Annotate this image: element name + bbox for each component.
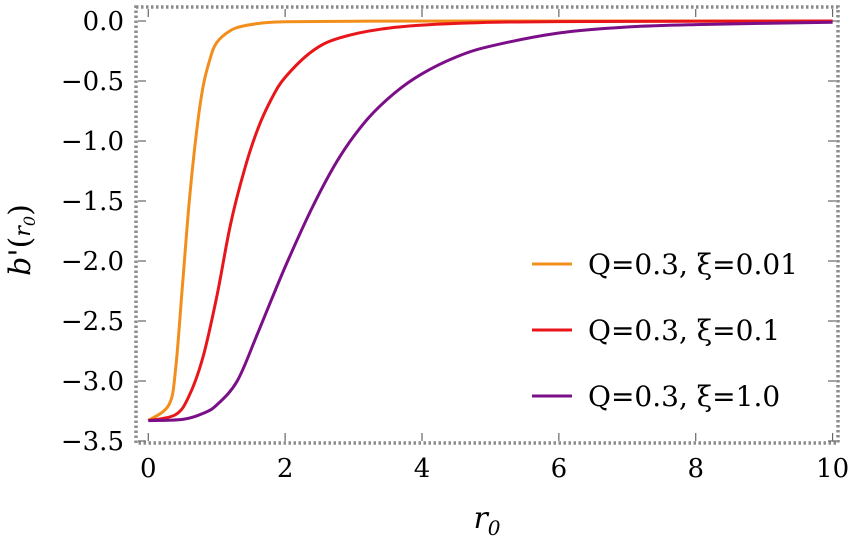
legend-label-1: Q=0.3, ξ=0.01 bbox=[588, 248, 798, 281]
x-tick-label: 0 bbox=[140, 454, 157, 484]
x-tick-label: 6 bbox=[551, 454, 568, 484]
plot-frame bbox=[134, 5, 840, 445]
y-tick-label: 0.0 bbox=[83, 7, 124, 37]
y-tick-label: −2.0 bbox=[61, 247, 124, 277]
legend-label-3: Q=0.3, ξ=1.0 bbox=[588, 380, 780, 413]
y-tick-label: −1.5 bbox=[61, 187, 124, 217]
series-line-2 bbox=[147, 19, 833, 423]
legend-label-2: Q=0.3, ξ=0.1 bbox=[588, 314, 780, 347]
y-tick-label: −1.0 bbox=[61, 127, 124, 157]
x-tick-label: 10 bbox=[816, 454, 849, 484]
y-tick-label: −2.5 bbox=[61, 307, 124, 337]
ticks-layer: 0 2 4 6 8 10 0.0 −0.5 −1.0 −1.5 −2.0 −2.5 −3.0 −3.5 bbox=[61, 7, 849, 484]
y-tick-label: −0.5 bbox=[61, 67, 124, 97]
series-line-1 bbox=[147, 19, 833, 422]
legend: Q=0.3, ξ=0.01 Q=0.3, ξ=0.1 Q=0.3, ξ=1.0 bbox=[532, 248, 798, 413]
y-tick-label: −3.5 bbox=[61, 427, 124, 457]
series-line-3 bbox=[148, 20, 833, 423]
y-axis-label: b'(r0) bbox=[3, 204, 39, 276]
x-tick-label: 8 bbox=[687, 454, 704, 484]
x-axis-label: r0 bbox=[473, 501, 500, 540]
x-tick-label: 4 bbox=[414, 454, 431, 484]
y-tick-label: −3.0 bbox=[61, 367, 124, 397]
x-tick-label: 2 bbox=[277, 454, 294, 484]
series-layer bbox=[147, 19, 833, 423]
